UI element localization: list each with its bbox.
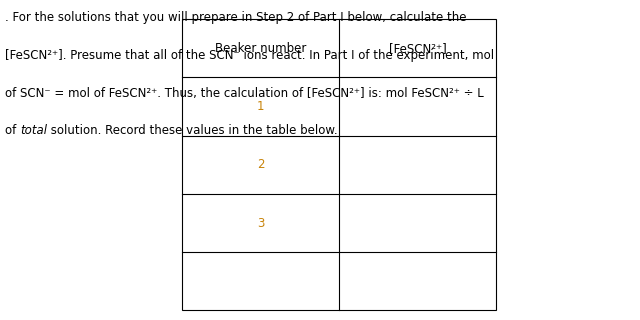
Text: . For the solutions that you will prepare in Step 2 of Part I below, calculate t: . For the solutions that you will prepar… xyxy=(5,11,467,24)
Bar xyxy=(182,19,496,310)
Text: of: of xyxy=(5,124,20,138)
Text: solution. Record these values in the table below.: solution. Record these values in the tab… xyxy=(47,124,338,138)
Text: 3: 3 xyxy=(257,217,264,229)
Text: [FeSCN²⁺]. Presume that all of the SCN⁻ ions react. In Part I of the experiment,: [FeSCN²⁺]. Presume that all of the SCN⁻ … xyxy=(5,49,494,62)
Text: [FeSCN²⁺]: [FeSCN²⁺] xyxy=(388,42,447,55)
Text: Beaker number: Beaker number xyxy=(215,42,307,55)
Text: 1: 1 xyxy=(257,100,264,113)
Text: of SCN⁻ = mol of FeSCN²⁺. Thus, the calculation of [FeSCN²⁺] is: mol FeSCN²⁺ ÷ L: of SCN⁻ = mol of FeSCN²⁺. Thus, the calc… xyxy=(5,87,484,100)
Text: total: total xyxy=(20,124,47,138)
Text: 2: 2 xyxy=(257,158,264,171)
